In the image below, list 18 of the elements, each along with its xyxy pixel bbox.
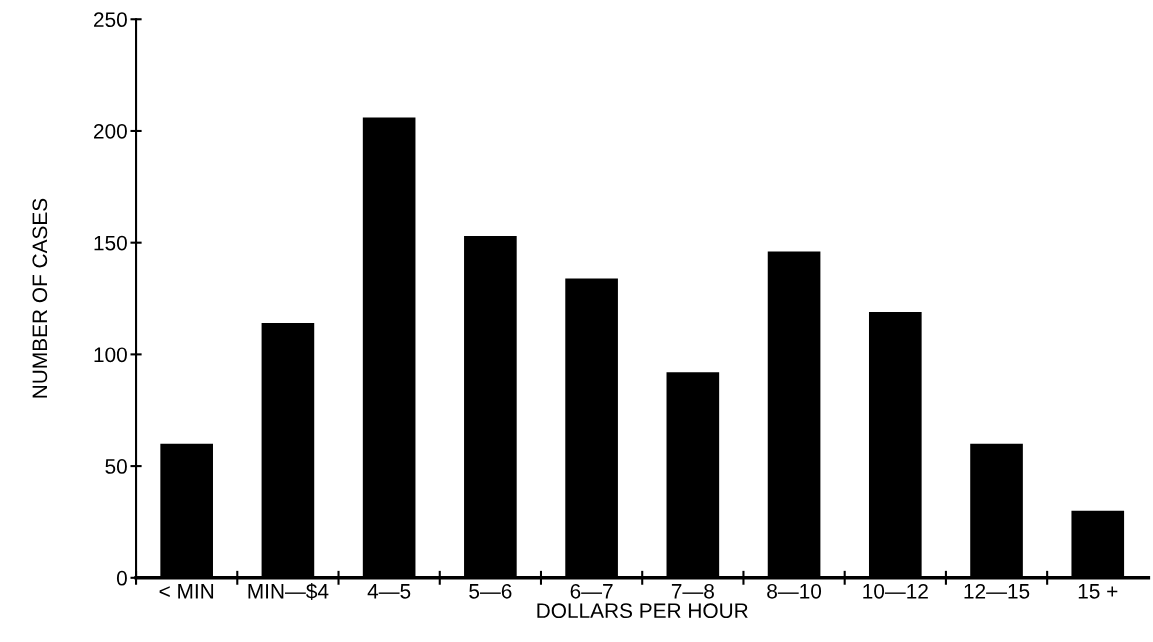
x-axis-title: DOLLARS PER HOUR [537,603,748,619]
y-tick-label: 200 [94,123,127,139]
y-tick-label: 100 [94,347,127,363]
x-tick-label: < MIN [159,584,214,599]
y-tick-label: 50 [105,459,127,474]
x-tick-label: 6—7 [570,583,613,599]
x-tick-label: 7—8 [671,583,714,599]
y-tick-label: 250 [94,12,127,28]
x-tick-label: 12—15 [964,583,1030,599]
x-tick-label: 15 + [1078,584,1118,599]
y-tick-label: 0 [116,570,127,586]
x-tick-label: 5—6 [469,583,512,599]
x-tick-label: 10—12 [863,583,928,599]
x-tick-label: 4—5 [367,584,411,599]
y-axis-title: NUMBER OF CASES [32,198,48,398]
y-tick-label: 150 [94,235,127,251]
x-tick-label: 8—10 [767,583,822,599]
x-tick-label: MIN—$4 [248,583,329,600]
